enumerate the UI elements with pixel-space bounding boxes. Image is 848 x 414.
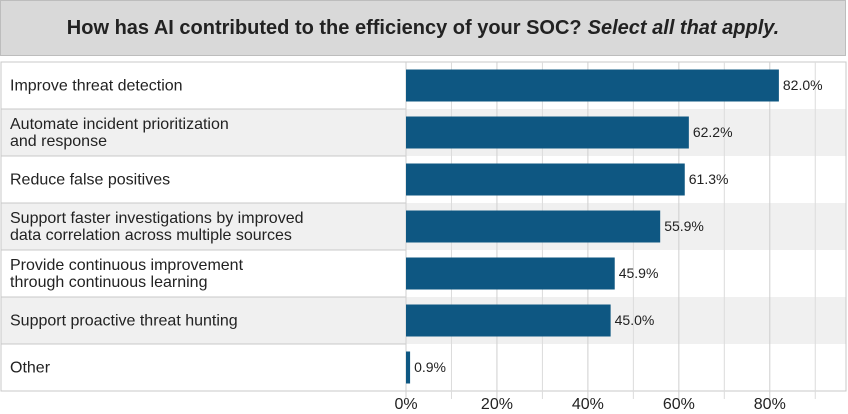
bar [406, 351, 411, 384]
x-tick-label: 60% [663, 396, 695, 413]
chart-title: How has AI contributed to the efficiency… [66, 16, 582, 39]
value-label: 45.9% [619, 265, 659, 281]
bar [406, 257, 615, 290]
x-tick-label: 20% [481, 396, 513, 413]
category-label: Reduce false positives [10, 171, 171, 188]
bar [406, 69, 779, 102]
x-tick-label: 80% [754, 396, 786, 413]
category-label: Other [10, 359, 51, 376]
x-tick-label: 0% [394, 396, 417, 413]
bar [406, 210, 661, 243]
value-label: 0.9% [414, 359, 446, 375]
chart-subtitle: Select all that apply. [587, 16, 780, 39]
bar [406, 116, 689, 149]
category-label: Support proactive threat hunting [10, 312, 238, 329]
row-band [1, 344, 846, 391]
category-label: Support faster investigations by improve… [10, 209, 304, 244]
category-label: Improve threat detection [10, 77, 183, 94]
bar [406, 163, 685, 196]
category-label: Automate incident prioritization and res… [10, 115, 229, 150]
value-label: 61.3% [689, 171, 729, 187]
value-label: 82.0% [783, 77, 823, 93]
value-label: 62.2% [693, 124, 733, 140]
bar [406, 304, 611, 337]
x-tick-label: 40% [572, 396, 604, 413]
title-band: How has AI contributed to the efficiency… [0, 0, 846, 56]
plot-frame [0, 61, 847, 392]
value-label: 45.0% [615, 312, 655, 328]
value-label: 55.9% [664, 218, 704, 234]
category-label: Provide continuous improvement through c… [10, 256, 244, 291]
